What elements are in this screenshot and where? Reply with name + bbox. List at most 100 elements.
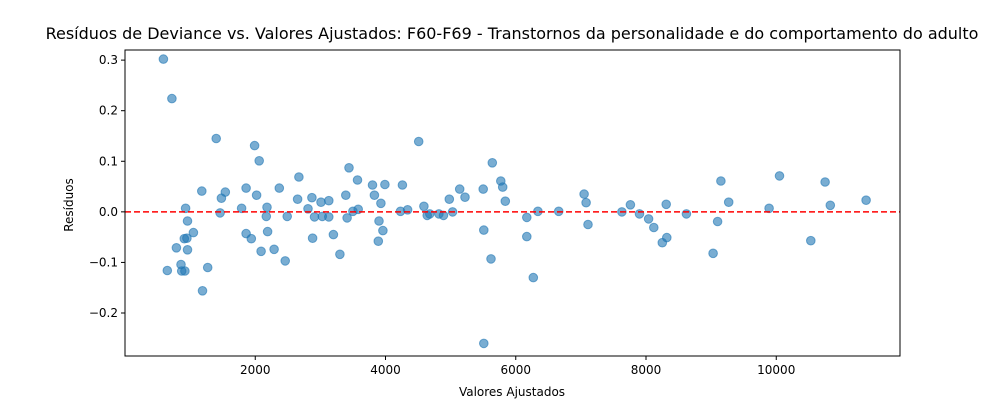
data-point xyxy=(171,243,182,253)
x-axis-ticks: 2000 4000 6000 8000 10000 xyxy=(240,356,795,377)
x-tick-label: 2000 xyxy=(240,363,271,377)
data-point xyxy=(236,203,247,214)
y-axis-ticks: −0.2 −0.1 0.0 0.1 0.2 0.3 xyxy=(89,53,125,320)
data-point xyxy=(158,54,169,64)
data-point xyxy=(246,233,257,244)
data-point xyxy=(180,203,191,214)
data-point xyxy=(444,194,455,204)
data-point xyxy=(254,156,265,166)
data-point xyxy=(188,227,199,238)
data-point xyxy=(335,249,345,260)
data-point xyxy=(487,158,498,168)
data-point xyxy=(661,199,672,210)
data-point xyxy=(500,196,511,206)
plot-area-frame xyxy=(124,49,901,357)
data-point xyxy=(307,192,317,203)
data-point xyxy=(215,208,225,218)
data-point xyxy=(723,197,734,207)
data-point xyxy=(369,190,380,200)
data-point xyxy=(820,177,830,187)
data-point xyxy=(861,195,871,205)
data-point xyxy=(352,175,363,185)
data-point xyxy=(180,266,190,276)
y-tick-label: 0.1 xyxy=(99,154,118,168)
data-point xyxy=(716,176,726,186)
data-point xyxy=(324,212,334,222)
data-point xyxy=(197,186,207,196)
data-point xyxy=(324,195,334,206)
chart-title: Resíduos de Deviance vs. Valores Ajustad… xyxy=(46,24,979,43)
data-point xyxy=(634,209,645,219)
data-point xyxy=(182,245,193,255)
data-point xyxy=(249,140,260,151)
data-point xyxy=(262,202,272,213)
y-tick-label: −0.2 xyxy=(89,306,118,320)
data-point xyxy=(528,272,539,283)
data-point xyxy=(197,286,208,296)
data-point xyxy=(579,189,589,199)
data-point xyxy=(241,183,251,193)
data-point xyxy=(712,216,723,227)
data-point xyxy=(344,163,354,173)
data-point xyxy=(220,187,231,197)
data-point xyxy=(202,262,213,273)
data-point xyxy=(251,190,262,200)
data-point xyxy=(486,254,496,264)
data-point xyxy=(211,133,221,144)
data-point xyxy=(708,248,718,259)
data-point xyxy=(681,209,692,219)
x-tick-label: 8000 xyxy=(631,363,662,377)
data-point xyxy=(341,190,351,200)
data-point xyxy=(162,265,173,276)
data-point xyxy=(374,216,384,226)
data-point xyxy=(625,200,636,210)
data-point xyxy=(261,211,272,222)
data-point xyxy=(282,211,293,222)
data-point xyxy=(294,172,304,182)
data-point xyxy=(649,222,659,233)
x-tick-label: 6000 xyxy=(500,363,531,377)
data-point xyxy=(342,213,352,223)
data-point xyxy=(479,225,489,235)
data-point xyxy=(378,225,388,236)
y-tick-label: 0.0 xyxy=(99,205,118,219)
data-point xyxy=(380,179,390,190)
y-tick-label: 0.3 xyxy=(99,53,118,67)
data-point xyxy=(262,226,273,237)
data-point xyxy=(376,198,386,209)
x-tick-label: 4000 xyxy=(370,363,401,377)
data-point xyxy=(316,197,326,207)
data-point xyxy=(643,214,654,224)
data-point xyxy=(479,338,489,349)
data-point xyxy=(182,233,192,243)
data-point xyxy=(309,212,320,222)
data-point xyxy=(256,246,266,257)
data-point xyxy=(806,235,816,246)
data-point xyxy=(522,212,532,223)
y-axis-label: Resíduos xyxy=(62,178,76,232)
y-tick-label: −0.1 xyxy=(89,255,118,269)
data-point xyxy=(522,231,532,242)
data-point xyxy=(774,171,785,181)
data-point xyxy=(825,200,836,211)
y-tick-label: 0.2 xyxy=(99,104,118,118)
data-point xyxy=(419,201,429,212)
data-point xyxy=(438,210,449,221)
data-point xyxy=(373,236,384,246)
data-point xyxy=(583,219,593,230)
data-point xyxy=(303,204,313,214)
data-point xyxy=(167,93,177,104)
data-point xyxy=(367,180,378,190)
data-point xyxy=(425,209,435,219)
data-point xyxy=(269,244,279,255)
data-point xyxy=(182,216,193,226)
data-point xyxy=(454,184,465,194)
data-point xyxy=(397,180,408,190)
data-point xyxy=(662,232,672,243)
data-point xyxy=(307,233,318,243)
data-points xyxy=(158,54,871,349)
data-point xyxy=(402,205,413,215)
data-point xyxy=(280,256,291,266)
data-point xyxy=(497,182,508,192)
